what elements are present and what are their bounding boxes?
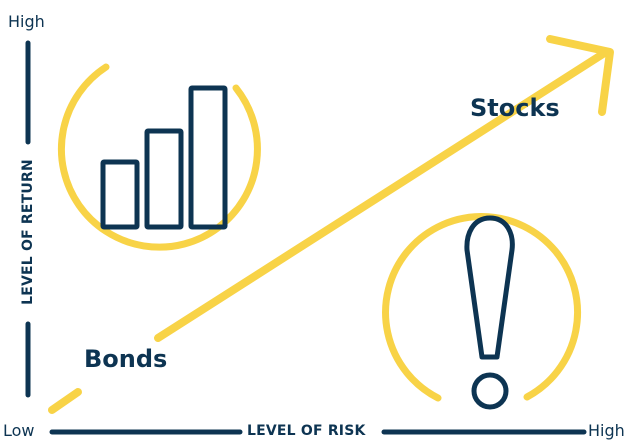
- bar-chart-icon-circle: [57, 63, 261, 251]
- x-axis-title: LEVEL OF RISK: [247, 423, 366, 439]
- bar-chart-icon: [57, 63, 261, 251]
- trend-arrow-head: [546, 35, 614, 116]
- bar-chart-icon-bar-2: [144, 128, 184, 230]
- x-axis-low-label: Low: [3, 421, 35, 440]
- trend-arrow-dash: [48, 388, 82, 414]
- bonds-label: Bonds: [84, 345, 168, 373]
- bar-chart-icon-bar-3: [188, 85, 228, 230]
- x-axis-high-label: High: [588, 421, 625, 440]
- trend-arrow: [48, 35, 614, 414]
- exclamation-icon-bar: [464, 215, 515, 360]
- exclamation-icon: [382, 212, 582, 410]
- y-axis-title: LEVEL OF RETURN: [20, 159, 36, 305]
- y-axis-high-label: High: [8, 12, 45, 31]
- exclamation-icon-dot: [471, 372, 509, 410]
- stocks-label: Stocks: [470, 94, 560, 122]
- exclamation-icon-circle: [382, 212, 582, 402]
- bar-chart-icon-bar-1: [100, 159, 140, 230]
- trend-arrow-shaft: [154, 48, 610, 342]
